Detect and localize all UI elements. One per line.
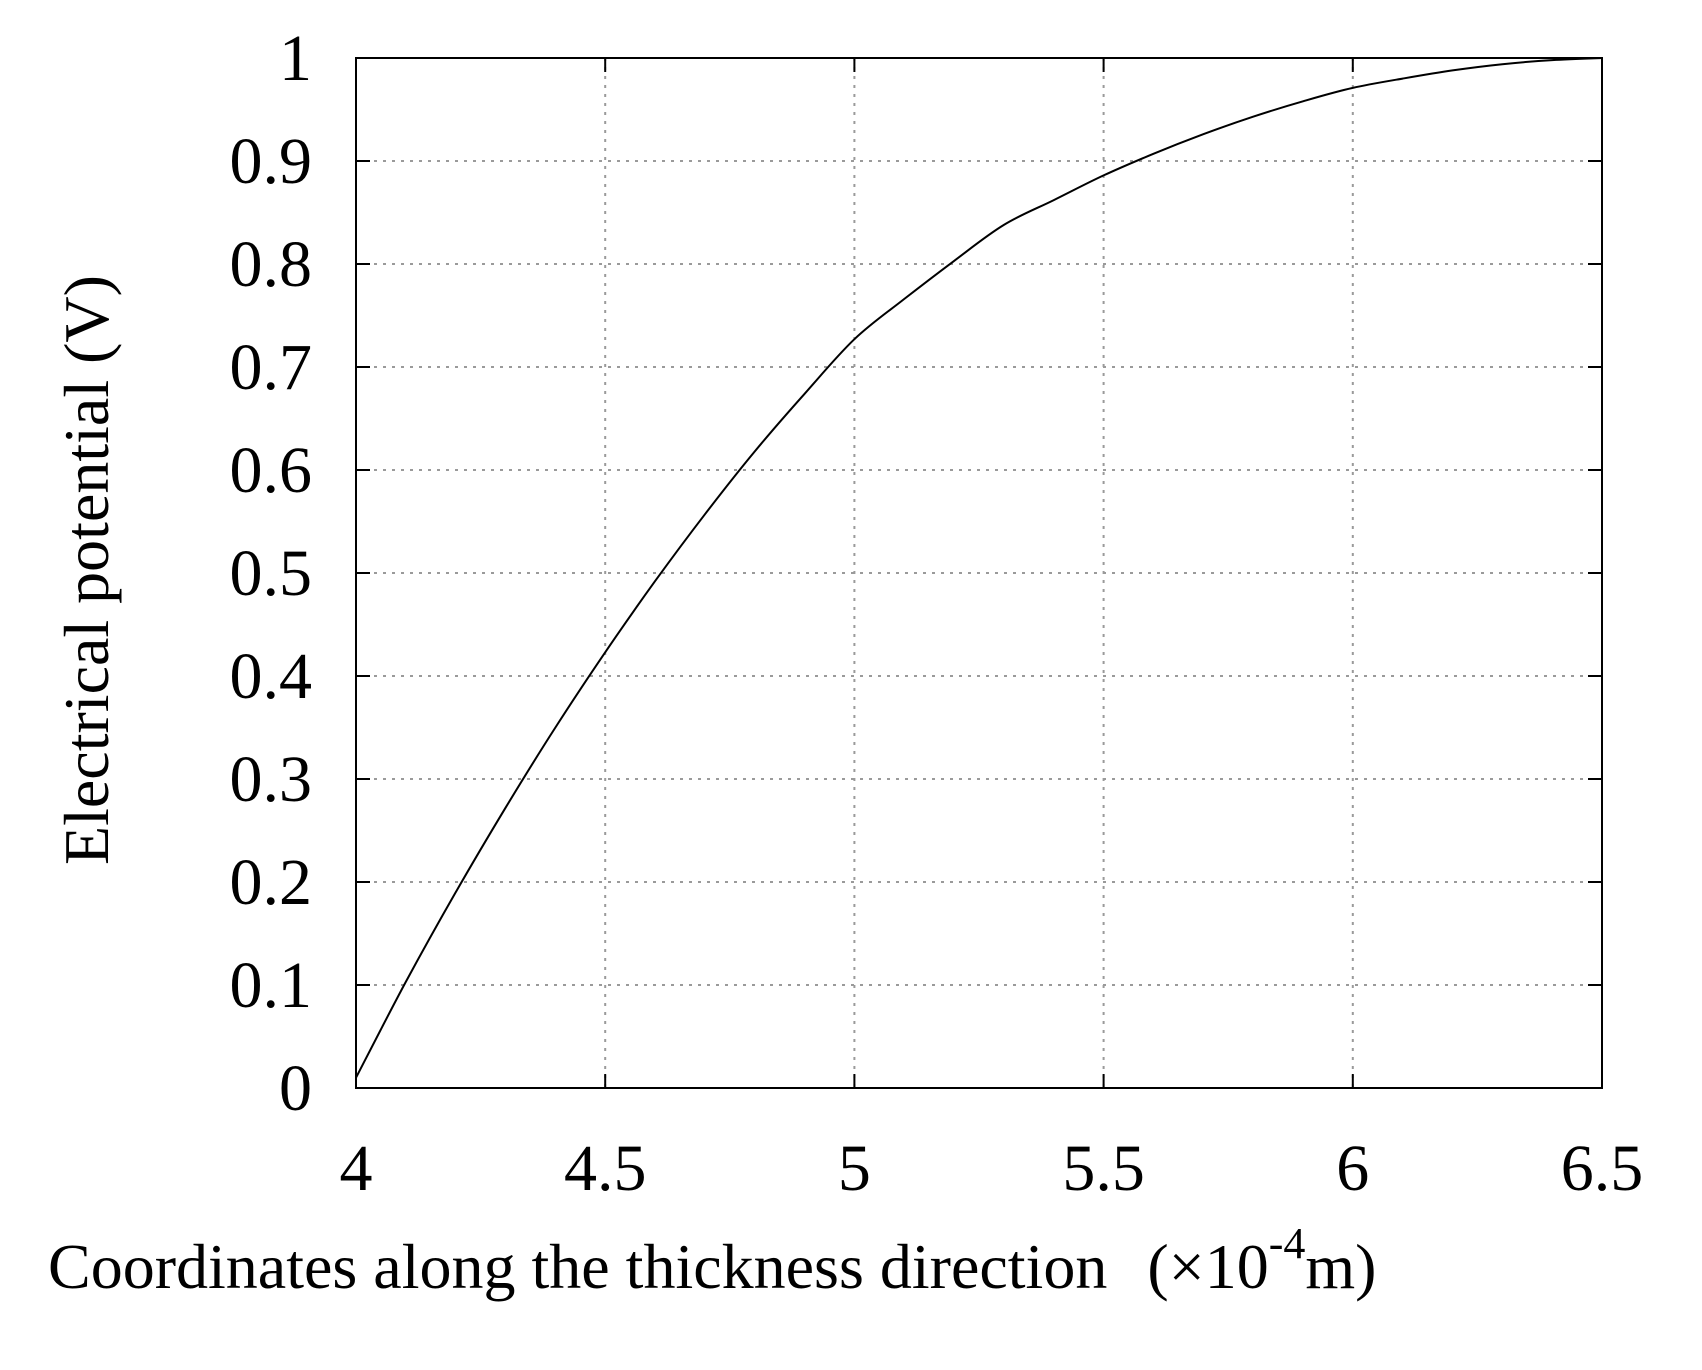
y-tick-label: 0.2 <box>230 846 313 919</box>
x-tick-labels: 4 4.5 5 5.5 6 6.5 <box>340 1132 1644 1205</box>
x-tick-label: 4 <box>340 1132 373 1205</box>
series-line <box>355 57 1603 1079</box>
x-tick-label: 5 <box>838 1132 871 1205</box>
y-tick-label: 0.9 <box>230 125 313 198</box>
y-tick-labels: 0 0.1 0.2 0.3 0.4 0.5 0.6 0.7 0.8 0.9 1 <box>230 22 313 1125</box>
y-tick-label: 0.3 <box>230 743 313 816</box>
y-tick-label: 0.1 <box>230 949 313 1022</box>
y-tick-label: 0.8 <box>230 228 313 301</box>
axis-ticks <box>355 57 1603 1089</box>
y-axis-title: Electrical potential (V) <box>51 275 122 865</box>
x-tick-label: 4.5 <box>564 1132 647 1205</box>
x-tick-label: 6 <box>1336 1132 1369 1205</box>
x-tick-label: 5.5 <box>1062 1132 1145 1205</box>
y-tick-label: 0.7 <box>230 331 313 404</box>
y-tick-label: 0.6 <box>230 434 313 507</box>
y-tick-label: 0.5 <box>230 537 313 610</box>
grid <box>356 58 1602 1088</box>
x-tick-label: 6.5 <box>1561 1132 1644 1205</box>
x-axis-title: Coordinates along the thickness directio… <box>48 1219 1376 1302</box>
y-tick-label: 0.4 <box>230 640 313 713</box>
y-tick-label: 1 <box>279 22 312 95</box>
y-tick-label: 0 <box>279 1052 312 1125</box>
